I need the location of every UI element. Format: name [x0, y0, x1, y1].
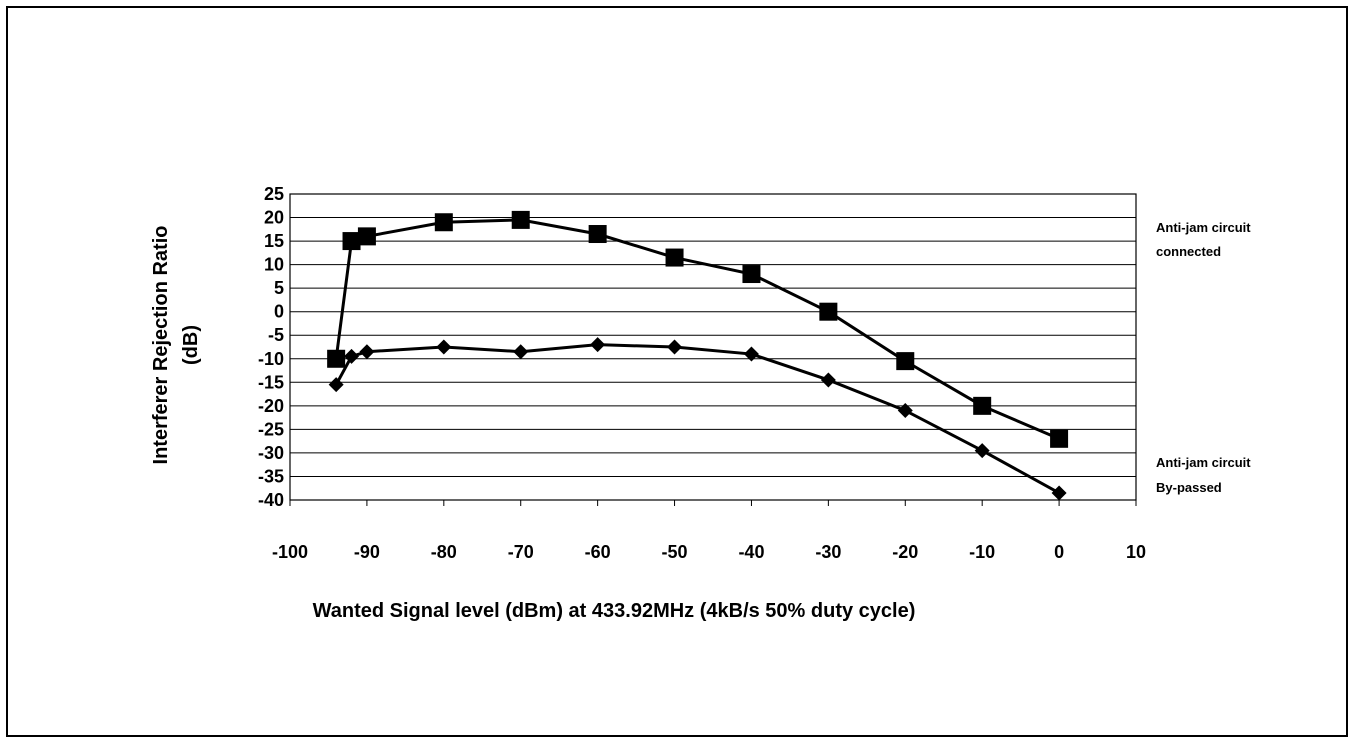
data-point-square [342, 232, 361, 251]
series-connected [327, 210, 1069, 448]
y-tick-labels: 25 20 15 10 5 0 -5 -10 -15 -20 -25 -30 -35 -40 [258, 184, 284, 510]
series-line [334, 343, 1060, 495]
x-tick-label: -20 [892, 542, 918, 562]
y-tick-label: 0 [274, 302, 284, 322]
x-tick-label: -60 [585, 542, 611, 562]
legend-connected-line-1: Anti-jam circuit [1156, 220, 1251, 235]
y-tick-label: -35 [258, 466, 284, 486]
x-tick-label: -90 [354, 542, 380, 562]
x-tick-label: 0 [1054, 542, 1064, 562]
data-point-square [896, 352, 915, 371]
x-axis-label: Wanted Signal level (dBm) at 433.92MHz (… [313, 600, 916, 622]
data-point-square [973, 396, 992, 415]
x-tick-label: -80 [431, 542, 457, 562]
y-tick-label: -40 [258, 490, 284, 510]
data-point-square [665, 248, 684, 267]
data-point-diamond [1051, 485, 1067, 501]
data-point-diamond [328, 377, 344, 393]
chart-frame [6, 6, 1348, 737]
data-point-diamond [590, 337, 606, 353]
data-point-square [434, 213, 453, 232]
y-tick-label: 25 [264, 184, 284, 204]
y-tick-label: 15 [264, 231, 284, 251]
y-axis-label-line-2: (dB) [180, 325, 202, 365]
data-point-diamond [513, 344, 529, 360]
data-point-square [742, 265, 761, 284]
data-point-square [1050, 429, 1069, 448]
legend-bypassed-line-1: Anti-jam circuit [1156, 455, 1251, 470]
series-bypassed [328, 337, 1067, 501]
plot-area-border [289, 193, 1137, 501]
data-point-diamond [820, 372, 836, 388]
data-point-diamond [359, 344, 375, 360]
x-tick-label: -70 [508, 542, 534, 562]
y-tick-label: -5 [268, 325, 284, 345]
legend-connected-line-2: connected [1156, 244, 1221, 259]
y-tick-label: 20 [264, 208, 284, 228]
axes [289, 193, 1137, 506]
y-tick-label: -25 [258, 419, 284, 439]
grid-lines [290, 193, 1136, 501]
legend-bypassed-line-2: By-passed [1156, 480, 1222, 495]
x-tick-labels: -100 -90 -80 -70 -60 -50 -40 -30 -20 -10 0 10 [272, 542, 1146, 562]
x-tick-label: -30 [815, 542, 841, 562]
data-point-diamond [436, 339, 452, 355]
series-group [327, 210, 1069, 501]
y-axis-label-line-1: Interferer Rejection Ratio [150, 226, 172, 465]
data-point-diamond [974, 443, 990, 459]
y-tick-label: 10 [264, 255, 284, 275]
y-tick-label: -15 [258, 372, 284, 392]
y-tick-label: 5 [274, 278, 284, 298]
y-tick-label: -30 [258, 443, 284, 463]
data-point-square [511, 210, 530, 229]
data-point-diamond [897, 403, 913, 419]
data-point-square [819, 302, 838, 321]
x-tick-label: 10 [1126, 542, 1146, 562]
x-tick-label: -50 [662, 542, 688, 562]
y-tick-label: -10 [258, 349, 284, 369]
data-point-diamond [344, 348, 360, 364]
x-tick-label: -100 [272, 542, 308, 562]
x-tick-label: -10 [969, 542, 995, 562]
data-point-square [588, 225, 607, 244]
data-point-square [327, 349, 346, 368]
y-tick-label: -20 [258, 396, 284, 416]
data-point-diamond [743, 346, 759, 362]
data-point-diamond [667, 339, 683, 355]
x-tick-label: -40 [738, 542, 764, 562]
data-point-square [357, 227, 376, 246]
